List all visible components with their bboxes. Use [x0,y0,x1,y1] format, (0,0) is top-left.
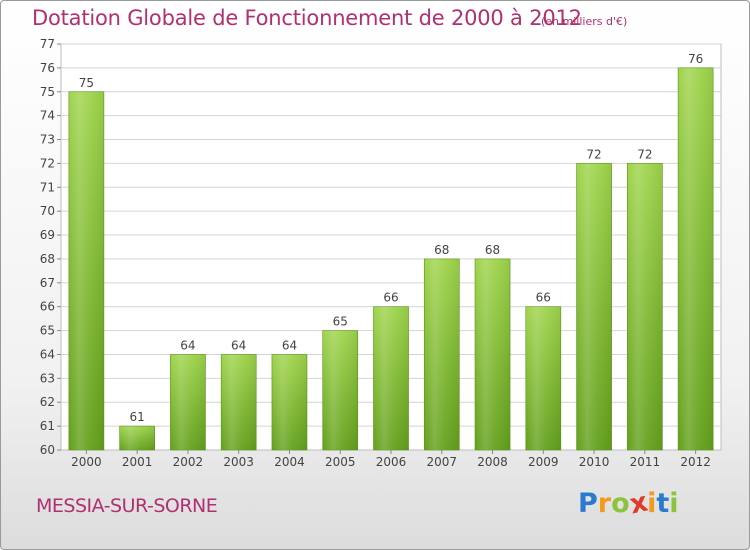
x-tick-label: 2007 [426,455,457,469]
logo-letter: i [669,488,679,519]
data-label: 66 [383,291,398,305]
x-tick-label: 2001 [122,455,153,469]
y-tick-label: 69 [40,228,55,242]
y-tick-label: 60 [40,443,55,457]
x-tick-label: 2012 [680,455,711,469]
data-label: 68 [485,243,500,257]
bar-shine [68,91,104,450]
x-tick-label: 2011 [630,455,661,469]
x-tick-label: 2010 [579,455,610,469]
data-label: 68 [434,243,449,257]
y-tick-label: 76 [40,61,55,75]
data-label: 72 [637,147,652,161]
x-tick-label: 2009 [528,455,559,469]
city-name: MESSIA-SUR-SORNE [36,495,218,517]
chart-subtitle: (en milliers d'€) [541,15,628,28]
x-tick-label: 2003 [223,455,254,469]
y-tick-label: 63 [40,371,55,385]
logo-letter: t [656,488,670,519]
y-tick-label: 75 [40,85,55,99]
y-tick-label: 77 [40,37,55,51]
y-tick-label: 72 [40,156,55,170]
y-tick-label: 66 [40,300,55,314]
y-tick-label: 70 [40,204,55,218]
y-tick-label: 61 [40,419,55,433]
proxiti-logo: Proxiti [578,487,679,521]
data-label: 66 [536,291,551,305]
bar-shine [119,426,155,450]
bar-shine [424,258,460,450]
bar-shine [627,163,663,451]
logo-letter: r [597,488,612,519]
y-tick-label: 62 [40,395,55,409]
data-labels: 75 61 64 64 64 65 66 68 68 66 72 72 76 [79,52,704,424]
y-tick-label: 64 [40,347,55,361]
data-label: 64 [282,338,297,352]
y-tick-label: 67 [40,276,55,290]
y-tick-label: 73 [40,133,55,147]
data-label: 64 [180,338,195,352]
bar-shine [678,67,714,450]
data-label: 76 [688,52,703,66]
x-tick-label: 2005 [325,455,356,469]
y-tick-label: 68 [40,252,55,266]
data-label: 65 [333,315,348,329]
bar-shine [373,306,409,450]
bar-shine [576,163,612,451]
data-label: 61 [130,410,145,424]
data-label: 72 [586,147,601,161]
x-tick-label: 2006 [376,455,407,469]
y-tick-label: 74 [40,109,55,123]
logo-letter: i [647,488,657,519]
y-tick-label: 71 [40,180,55,194]
bar-shine [475,258,511,450]
y-tick-label: 65 [40,324,55,338]
x-tick-label: 2002 [173,455,204,469]
bar-shine [322,330,358,450]
chart-title: Dotation Globale de Fonctionnement de 20… [32,6,582,30]
logo-letter: o [611,488,630,519]
x-tick-label: 2008 [477,455,508,469]
logo-letter: P [578,488,598,519]
bar-shine [525,306,561,450]
data-label: 75 [79,76,94,90]
y-axis-labels: 60 61 62 63 64 65 66 67 68 69 70 71 72 73 74 75 76 77 [40,37,55,457]
x-axis-labels: 2000 2001 2002 2003 2004 2005 2006 2007 2008 2009… [71,450,711,469]
bar-shine [221,354,257,450]
bar-shine [170,354,206,450]
bar-shine [271,354,307,450]
x-tick-label: 2000 [71,455,102,469]
x-tick-label: 2004 [274,455,305,469]
data-label: 64 [231,338,246,352]
